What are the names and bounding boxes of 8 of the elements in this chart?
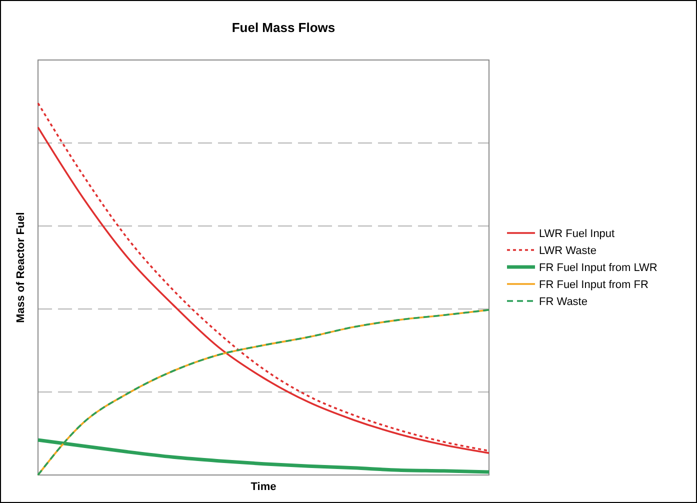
- chart-title: Fuel Mass Flows: [232, 20, 336, 35]
- legend-label: LWR Waste: [539, 245, 596, 257]
- legend-label: FR Fuel Input from LWR: [539, 262, 658, 274]
- legend-label: FR Waste: [539, 296, 588, 308]
- y-axis-title: Mass of Reactor Fuel: [15, 212, 27, 323]
- x-axis-title: Time: [250, 481, 276, 493]
- legend-label: LWR Fuel Input: [539, 228, 615, 240]
- legend-label: FR Fuel Input from FR: [539, 279, 648, 291]
